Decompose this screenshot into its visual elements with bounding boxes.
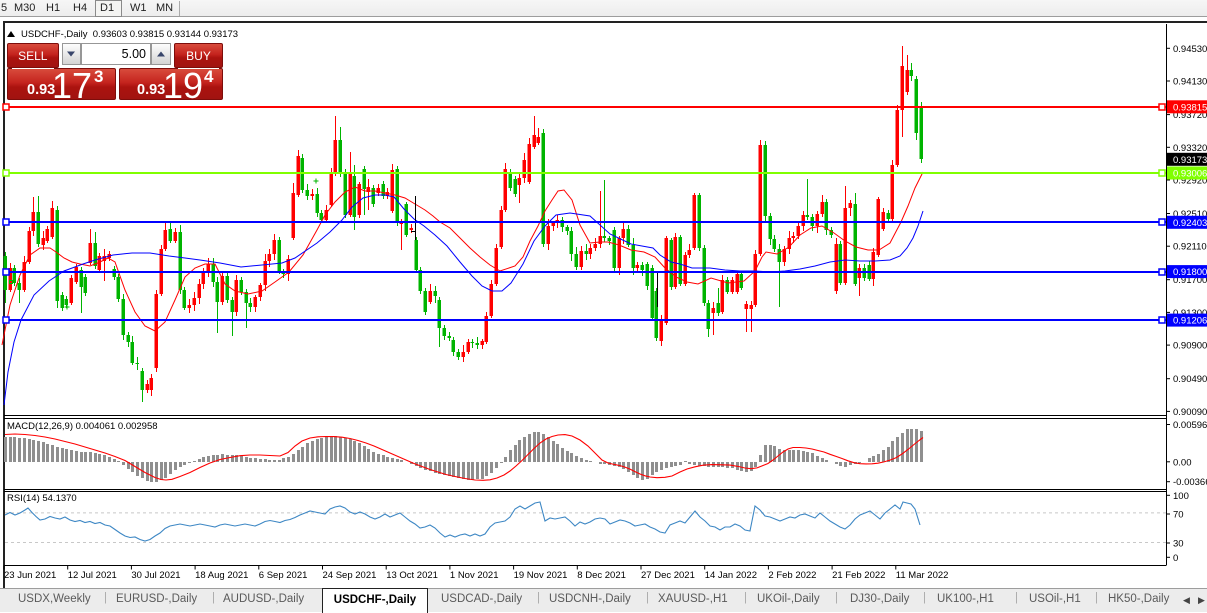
svg-text:30: 30 bbox=[1173, 539, 1184, 550]
svg-text:0.90900: 0.90900 bbox=[1173, 341, 1207, 352]
svg-text:19 Nov 2021: 19 Nov 2021 bbox=[514, 570, 568, 581]
svg-text:12 Jul 2021: 12 Jul 2021 bbox=[68, 570, 117, 581]
svg-text:0.91700: 0.91700 bbox=[1173, 275, 1207, 286]
svg-text:0.94530: 0.94530 bbox=[1173, 44, 1207, 55]
svg-text:13 Oct 2021: 13 Oct 2021 bbox=[386, 570, 438, 581]
svg-text:6 Sep 2021: 6 Sep 2021 bbox=[259, 570, 308, 581]
svg-text:0.005963: 0.005963 bbox=[1173, 420, 1207, 431]
svg-text:0.92920: 0.92920 bbox=[1173, 176, 1207, 187]
svg-text:14 Jan 2022: 14 Jan 2022 bbox=[705, 570, 757, 581]
svg-text:0.90490: 0.90490 bbox=[1173, 374, 1207, 385]
svg-text:0.92510: 0.92510 bbox=[1173, 209, 1207, 220]
svg-text:0.00: 0.00 bbox=[1173, 457, 1192, 468]
svg-text:100: 100 bbox=[1173, 491, 1189, 502]
svg-text:1 Nov 2021: 1 Nov 2021 bbox=[450, 570, 499, 581]
svg-text:RSI(14) 54.1370: RSI(14) 54.1370 bbox=[7, 493, 77, 504]
svg-text:0.92403: 0.92403 bbox=[1173, 218, 1207, 229]
svg-text:18 Aug 2021: 18 Aug 2021 bbox=[195, 570, 248, 581]
svg-text:30 Jul 2021: 30 Jul 2021 bbox=[131, 570, 180, 581]
svg-text:0.91300: 0.91300 bbox=[1173, 308, 1207, 319]
svg-text:-0.00366: -0.00366 bbox=[1173, 477, 1207, 488]
svg-text:8 Dec 2021: 8 Dec 2021 bbox=[577, 570, 626, 581]
svg-text:0.93815: 0.93815 bbox=[1173, 102, 1207, 113]
svg-text:0.94130: 0.94130 bbox=[1173, 77, 1207, 88]
svg-text:0.93320: 0.93320 bbox=[1173, 143, 1207, 154]
svg-text:2 Feb 2022: 2 Feb 2022 bbox=[768, 570, 816, 581]
svg-text:0.91800: 0.91800 bbox=[1173, 267, 1207, 278]
svg-text:24 Sep 2021: 24 Sep 2021 bbox=[323, 570, 377, 581]
svg-text:11 Mar 2022: 11 Mar 2022 bbox=[896, 570, 949, 581]
svg-text:70: 70 bbox=[1173, 510, 1184, 521]
svg-text:0: 0 bbox=[1173, 553, 1178, 564]
svg-text:0.90090: 0.90090 bbox=[1173, 407, 1207, 418]
svg-text:MACD(12,26,9) 0.004061 0.00295: MACD(12,26,9) 0.004061 0.002958 bbox=[7, 421, 158, 432]
svg-text:0.93006: 0.93006 bbox=[1173, 169, 1207, 180]
svg-text:0.93720: 0.93720 bbox=[1173, 110, 1207, 121]
svg-text:23 Jun 2021: 23 Jun 2021 bbox=[4, 570, 56, 581]
svg-text:0.92110: 0.92110 bbox=[1173, 242, 1207, 253]
svg-text:21 Feb 2022: 21 Feb 2022 bbox=[832, 570, 885, 581]
svg-text:0.91206: 0.91206 bbox=[1173, 316, 1207, 327]
svg-text:27 Dec 2021: 27 Dec 2021 bbox=[641, 570, 695, 581]
svg-text:0.93173: 0.93173 bbox=[1173, 155, 1207, 166]
